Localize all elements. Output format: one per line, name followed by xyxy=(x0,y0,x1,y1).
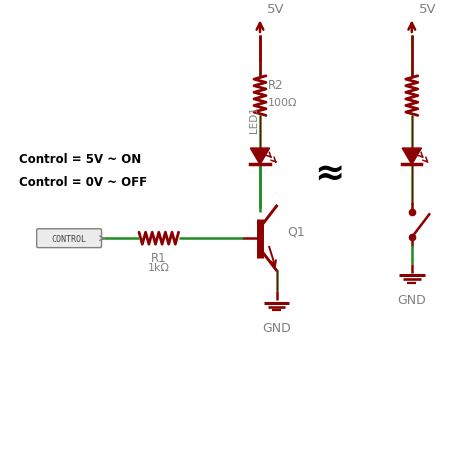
Text: 5V: 5V xyxy=(267,3,284,16)
Text: Control = 0V ~ OFF: Control = 0V ~ OFF xyxy=(18,175,146,188)
Polygon shape xyxy=(402,149,421,165)
Text: Q1: Q1 xyxy=(288,225,305,238)
Text: ≈: ≈ xyxy=(314,157,344,191)
Text: R2: R2 xyxy=(268,78,283,91)
Text: R1: R1 xyxy=(151,252,167,264)
Text: 5V: 5V xyxy=(419,3,437,16)
Polygon shape xyxy=(250,149,270,165)
Text: GND: GND xyxy=(397,294,426,307)
Text: GND: GND xyxy=(262,321,291,334)
Text: CONTROL: CONTROL xyxy=(52,234,87,243)
Text: LED1: LED1 xyxy=(249,106,259,133)
Text: 100Ω: 100Ω xyxy=(268,98,297,108)
FancyBboxPatch shape xyxy=(36,229,101,248)
Text: Control = 5V ~ ON: Control = 5V ~ ON xyxy=(18,152,141,165)
Text: 1kΩ: 1kΩ xyxy=(148,263,170,273)
